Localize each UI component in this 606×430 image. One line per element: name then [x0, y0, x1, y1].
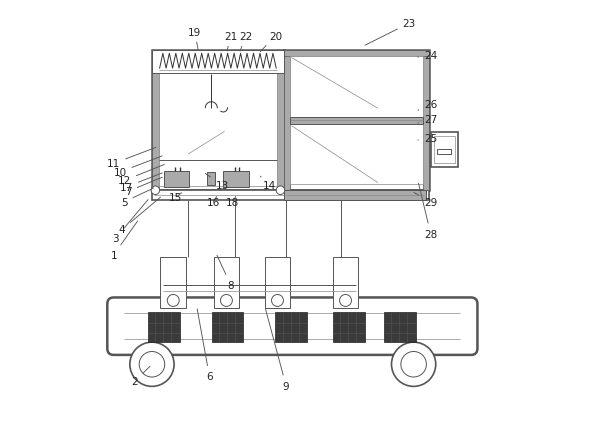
Text: 12: 12 — [118, 165, 164, 186]
Text: 9: 9 — [265, 309, 289, 390]
Bar — [384, 313, 416, 342]
Circle shape — [221, 295, 232, 307]
Bar — [214, 258, 239, 308]
Bar — [275, 313, 307, 342]
Text: 22: 22 — [239, 32, 252, 52]
Text: 7: 7 — [125, 178, 162, 197]
Text: 26: 26 — [418, 100, 438, 111]
Circle shape — [276, 187, 285, 195]
Bar — [224, 171, 249, 187]
Bar — [290, 117, 422, 124]
Bar — [152, 191, 428, 200]
Bar — [333, 313, 365, 342]
Text: 13: 13 — [205, 174, 229, 190]
Text: 10: 10 — [113, 157, 162, 178]
Text: 14: 14 — [261, 177, 276, 190]
Bar — [284, 51, 428, 57]
Text: 4: 4 — [119, 198, 161, 235]
Bar — [437, 150, 451, 155]
Text: 8: 8 — [217, 256, 234, 290]
Bar — [431, 133, 458, 167]
Bar — [152, 51, 159, 191]
Circle shape — [139, 352, 165, 377]
Text: 29: 29 — [414, 193, 438, 207]
Circle shape — [167, 295, 179, 307]
Bar — [152, 51, 284, 74]
Circle shape — [271, 295, 284, 307]
Bar — [164, 171, 190, 187]
Text: 28: 28 — [419, 184, 438, 239]
Bar — [161, 258, 186, 308]
Text: 15: 15 — [168, 193, 182, 203]
Circle shape — [391, 342, 436, 387]
Bar — [434, 137, 455, 163]
Text: 6: 6 — [197, 309, 213, 381]
Bar — [265, 258, 290, 308]
Text: 21: 21 — [224, 32, 238, 52]
FancyBboxPatch shape — [107, 298, 478, 355]
Text: 17: 17 — [120, 174, 162, 192]
Bar — [284, 51, 428, 191]
Text: 27: 27 — [418, 114, 438, 125]
Text: 3: 3 — [113, 200, 148, 243]
Bar — [148, 313, 179, 342]
Bar — [211, 313, 244, 342]
Text: 24: 24 — [418, 51, 438, 61]
Bar — [422, 51, 428, 191]
Circle shape — [401, 352, 427, 377]
Text: 20: 20 — [260, 32, 282, 52]
Text: 16: 16 — [207, 197, 221, 207]
Text: 23: 23 — [365, 19, 416, 46]
Text: 25: 25 — [418, 134, 438, 144]
Bar — [333, 258, 358, 308]
Bar — [284, 191, 427, 200]
Circle shape — [130, 342, 174, 387]
Bar — [159, 55, 277, 187]
Bar — [152, 51, 284, 191]
Circle shape — [151, 187, 159, 195]
Text: 2: 2 — [132, 366, 150, 387]
Bar — [207, 173, 215, 186]
Circle shape — [339, 295, 351, 307]
Bar — [277, 51, 284, 191]
Text: 1: 1 — [110, 221, 138, 260]
Bar — [284, 51, 290, 191]
Text: 18: 18 — [226, 197, 239, 207]
Text: 5: 5 — [121, 189, 154, 207]
Bar — [290, 57, 422, 185]
Text: 11: 11 — [107, 148, 156, 169]
Text: 19: 19 — [188, 28, 201, 51]
